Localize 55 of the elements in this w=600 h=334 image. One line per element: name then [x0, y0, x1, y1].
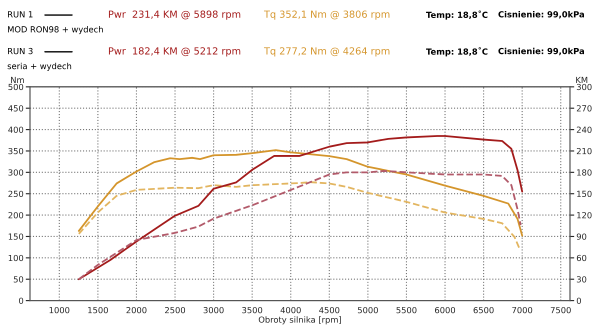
y2-tick-label: 150 [577, 190, 592, 198]
text: RUN 3 [8, 48, 33, 54]
y-axis-title: Nm [11, 76, 24, 83]
text: Temp: 18,8˚C [426, 10, 488, 20]
y-tick-label: 350 [8, 148, 24, 154]
line-series [78, 135, 524, 280]
y-tick-label: 250 [8, 190, 24, 198]
line-series [78, 170, 522, 280]
text: seria + wydech [8, 62, 72, 71]
text: Pwr 231,4 KM @ 5898 rpm [108, 10, 240, 20]
x-axis-title: Obroty silnika [rpm] [258, 316, 341, 324]
x-tick-label: 1500 [88, 306, 108, 314]
x-tick-label: 6000 [435, 306, 456, 314]
y-tick-label: 150 [8, 233, 24, 240]
x-tick-label: 1000 [50, 306, 70, 314]
x-tick-label: 7500 [550, 306, 571, 314]
text: Cisnienie: 99,0kPa [498, 10, 584, 19]
x-tick-label: 7000 [512, 306, 532, 314]
text: Temp: 18,8˚C [426, 47, 488, 56]
y2-tick-label: 0 [576, 298, 581, 304]
y2-tick-label: 30 [576, 276, 586, 283]
x-tick-label: 6500 [474, 306, 494, 314]
y-tick-label: 100 [8, 254, 24, 262]
x-tick-label: 4000 [280, 306, 301, 314]
text: Pwr 182,4 KM @ 5212 rpm [108, 47, 240, 56]
x-tick-label: 3500 [242, 306, 262, 314]
x-tick-label: 5500 [396, 306, 417, 314]
text: Tq 277,2 Nm @ 4264 rpm [264, 47, 390, 56]
x-tick-label: 3000 [204, 306, 224, 314]
x-tick-label: 2000 [126, 306, 147, 314]
y-tick-label: 300 [8, 169, 24, 176]
y2-tick-label: 120 [577, 212, 592, 218]
y2-axis-title: KM [576, 76, 588, 83]
y2-tick-label: 90 [576, 233, 586, 240]
y-tick-label: 200 [8, 212, 24, 218]
y-tick-label: 500 [8, 84, 24, 90]
x-tick-label: 2500 [165, 306, 186, 314]
text: Cisnienie: 99,0kPa [498, 48, 584, 56]
y-tick-label: 400 [8, 126, 24, 133]
text: RUN 1 [8, 11, 33, 18]
y-tick-label: 450 [8, 105, 24, 112]
y-tick-label: 0 [18, 298, 24, 304]
y2-tick-label: 180 [577, 169, 592, 176]
y2-tick-label: 60 [576, 254, 586, 262]
y-tick-label: 50 [14, 276, 24, 283]
x-tick-label: 4500 [319, 306, 340, 314]
x-tick-label: 5000 [358, 306, 378, 314]
y2-tick-label: 300 [576, 84, 592, 90]
text: Tq 352,1 Nm @ 3806 rpm [264, 10, 390, 20]
y2-tick-label: 210 [576, 148, 592, 154]
y2-tick-label: 270 [576, 105, 592, 112]
text: MOD RON98 + wydech [8, 26, 103, 34]
y2-tick-label: 240 [576, 126, 592, 133]
line-series [78, 181, 520, 248]
line-series [78, 149, 524, 237]
